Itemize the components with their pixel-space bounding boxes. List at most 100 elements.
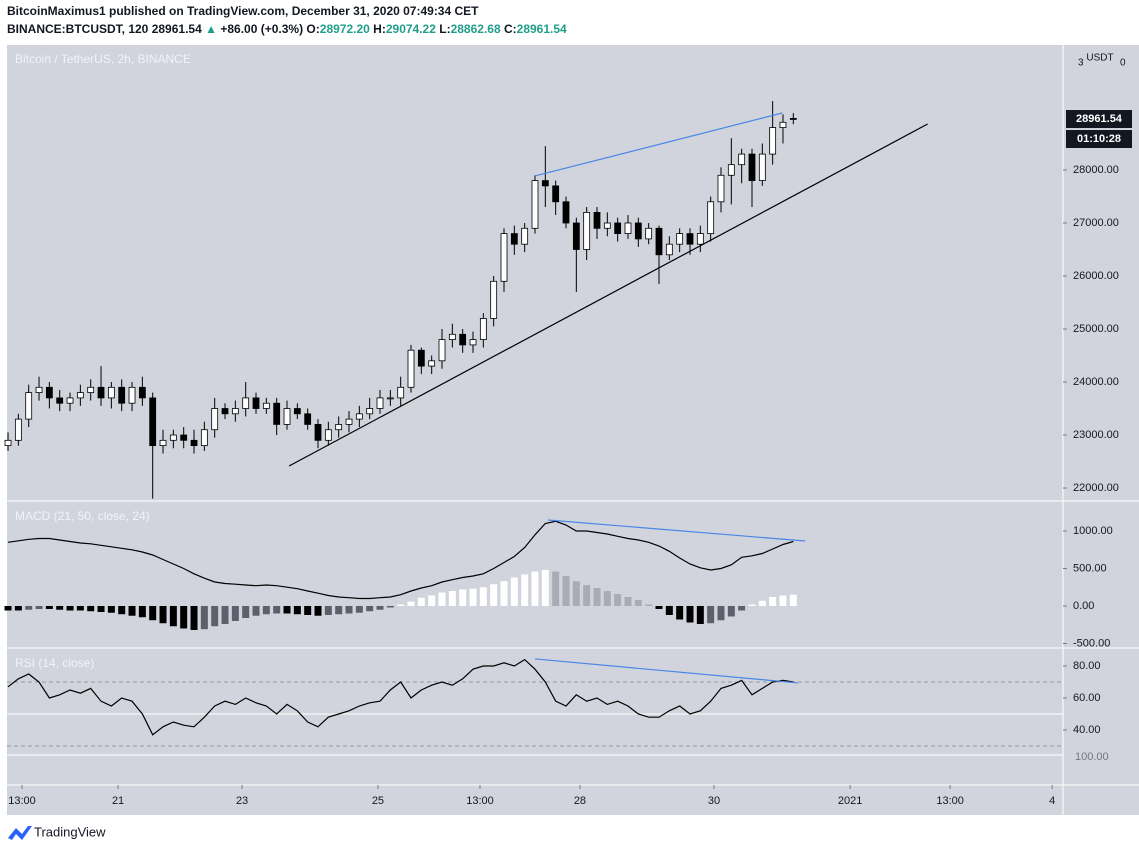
x-tick-label: 30: [708, 795, 720, 807]
histogram-bar: [562, 575, 570, 606]
symbol: BINANCE:BTCUSDT, 120: [7, 22, 149, 36]
last-price-box: [1066, 110, 1132, 129]
histogram-bar: [469, 588, 477, 606]
histogram-bar: [769, 596, 777, 606]
candle-body: [614, 222, 622, 234]
histogram-bar: [707, 605, 715, 624]
pane-legend: RSI (14, close): [15, 656, 94, 670]
histogram-bar: [428, 595, 436, 606]
histogram-bar: [417, 597, 425, 606]
histogram-bar: [758, 600, 766, 606]
trendline: [288, 123, 928, 467]
histogram-bar: [345, 605, 353, 614]
histogram-bar: [789, 594, 797, 606]
histogram-bar: [407, 601, 415, 606]
histogram-bar: [66, 605, 74, 611]
candle-body: [159, 439, 167, 447]
candle-body: [479, 318, 487, 341]
histogram-bar: [14, 605, 22, 611]
candle-body: [169, 434, 177, 441]
histogram-bar: [252, 605, 260, 616]
candle-body: [97, 386, 105, 399]
y-tick-label: 27000.00: [1073, 217, 1119, 229]
candle-body: [262, 402, 270, 409]
macd-line: [7, 520, 794, 600]
histogram-bar: [397, 604, 405, 606]
histogram-bar: [335, 605, 343, 615]
candle-body: [211, 408, 219, 431]
countdown: 01:10:28: [1077, 133, 1121, 145]
histogram-bar: [696, 605, 704, 624]
candle-body: [417, 349, 425, 367]
histogram-bar: [717, 605, 725, 621]
candle-body: [14, 418, 22, 441]
candle-body: [45, 386, 53, 399]
last-price: 28961.54: [1076, 113, 1123, 125]
high-value: 29074.22: [386, 22, 436, 36]
y-tick-label: 26000.00: [1073, 270, 1119, 282]
candle-body: [552, 185, 560, 203]
histogram-bar: [593, 587, 601, 606]
candle-body: [252, 397, 260, 409]
candle-body: [490, 280, 498, 319]
close-label: C:: [504, 22, 517, 36]
histogram-bar: [4, 605, 12, 611]
candle-body: [87, 386, 95, 394]
candle-body: [407, 349, 415, 388]
candle-body: [583, 211, 591, 250]
histogram-bar: [624, 596, 632, 606]
histogram-bar: [366, 605, 374, 612]
y-tick-label: 22000.00: [1073, 482, 1119, 494]
histogram-bar: [552, 571, 560, 606]
pane-legend: MACD (21, 50, close, 24): [15, 509, 150, 523]
trendline: [547, 519, 806, 542]
candle-body: [469, 339, 477, 346]
candle-body: [180, 434, 188, 441]
histogram-bar: [572, 581, 580, 606]
candle-body: [779, 121, 787, 128]
y-tick-label: 80.00: [1073, 660, 1101, 672]
candle-body: [304, 413, 312, 425]
candle-body: [221, 408, 229, 415]
candle-body: [459, 333, 467, 346]
candle-body: [717, 174, 725, 203]
candle-body: [758, 153, 766, 181]
candle-body: [355, 413, 363, 420]
histogram-bar: [521, 574, 529, 606]
candle-body: [376, 397, 384, 409]
histogram-bar: [665, 605, 673, 615]
candle-body: [593, 211, 601, 229]
candle-body: [200, 429, 208, 447]
axis-unit: USDT: [1086, 53, 1113, 64]
symbol-line: BINANCE:BTCUSDT, 120 28961.54 ▲ +86.00 (…: [7, 22, 567, 36]
candle-body: [521, 227, 529, 245]
candle-body: [128, 386, 136, 404]
histogram-bar: [614, 593, 622, 606]
candle-body: [138, 386, 146, 399]
histogram-bar: [510, 577, 518, 606]
change-arrow: ▲: [205, 22, 217, 36]
candle-body: [738, 153, 746, 166]
candle-body: [769, 127, 777, 155]
candle-body: [686, 233, 694, 245]
extra-label: 100.00: [1075, 751, 1109, 763]
histogram-bar: [293, 605, 301, 615]
histogram-bar: [211, 605, 219, 627]
histogram-bar: [500, 581, 508, 606]
histogram-bar: [25, 605, 33, 610]
x-tick-label: 28: [574, 795, 586, 807]
histogram-bar: [107, 605, 115, 613]
histogram-bar: [645, 604, 653, 606]
candle-body: [35, 386, 43, 394]
x-tick-label: 25: [372, 795, 384, 807]
candle-body: [397, 386, 405, 399]
low-label: L:: [439, 22, 450, 36]
y-tick-label: 0.00: [1073, 600, 1094, 612]
histogram-bar: [190, 605, 198, 630]
y-tick-label: 25000.00: [1073, 323, 1119, 335]
clipped-label: 3: [1078, 58, 1084, 69]
y-tick-label: 23000.00: [1073, 429, 1119, 441]
candle-body: [231, 408, 239, 415]
histogram-bar: [118, 605, 126, 615]
